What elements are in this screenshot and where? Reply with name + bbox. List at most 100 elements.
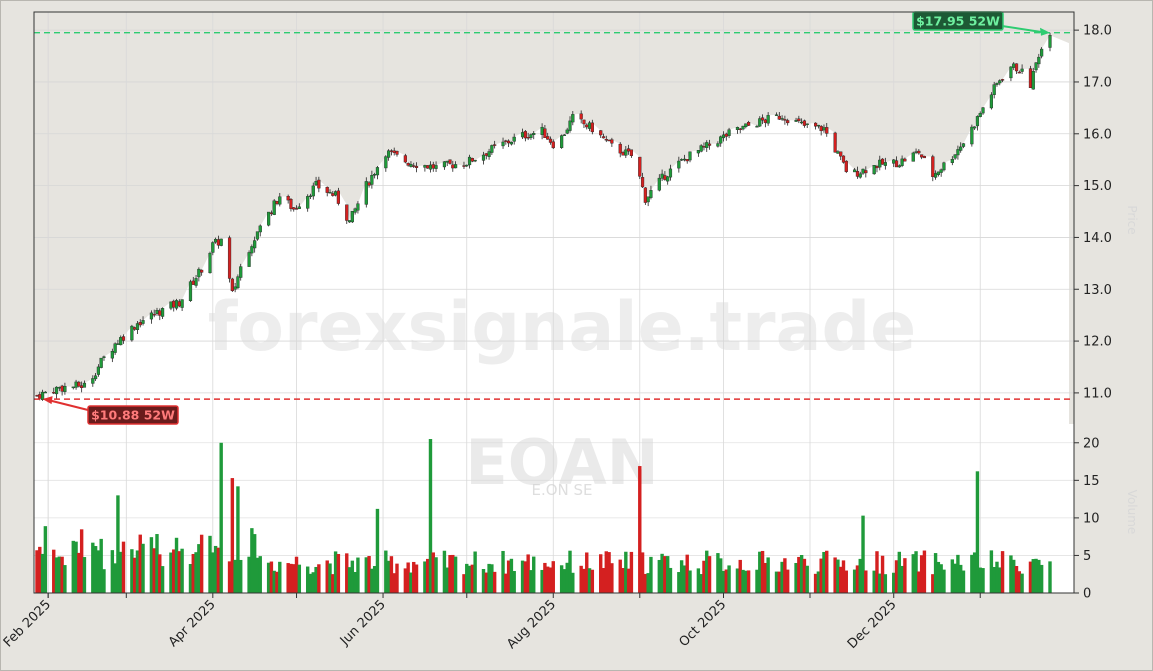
volume-bar xyxy=(961,570,966,593)
candle-body xyxy=(677,160,681,169)
volume-bar xyxy=(141,543,145,593)
candle-body xyxy=(523,131,527,139)
candle-body xyxy=(738,128,742,130)
price-axis-title: Price xyxy=(1125,205,1139,234)
volume-bar xyxy=(372,566,377,593)
volume-axis-title: Volume xyxy=(1125,490,1139,535)
candle-body xyxy=(345,204,349,221)
candle-body xyxy=(356,203,360,211)
candle-body xyxy=(272,200,276,215)
low-52w-arrowhead xyxy=(42,396,53,405)
candle-body xyxy=(325,187,329,193)
volume-bar xyxy=(501,550,505,593)
candle-body xyxy=(864,170,868,174)
candle-body xyxy=(512,136,516,142)
volume-bar xyxy=(981,568,985,593)
volume-bar xyxy=(93,546,98,593)
volume-bar xyxy=(409,572,413,593)
volume-bar xyxy=(116,495,120,593)
volume-bar xyxy=(43,526,48,593)
volume-bar xyxy=(250,528,254,593)
candle-body xyxy=(624,149,628,156)
candle-body xyxy=(406,163,410,166)
volume-bar xyxy=(1000,551,1005,593)
candle-body xyxy=(774,114,779,116)
volume-bar xyxy=(540,569,544,593)
volume-bar xyxy=(434,557,438,593)
candle-body xyxy=(60,385,64,392)
volume-bar xyxy=(657,559,662,593)
volume-bar xyxy=(755,569,759,593)
price-tick-label: 17.0 xyxy=(1083,75,1112,90)
candle-body xyxy=(91,378,95,384)
volume-bar xyxy=(367,555,371,593)
candle-body xyxy=(601,136,606,139)
volume-bar xyxy=(760,550,765,593)
volume-bar xyxy=(406,562,410,593)
volume-bar xyxy=(353,571,357,593)
candle-body xyxy=(52,391,56,394)
candle-body xyxy=(40,391,45,400)
volume-bar xyxy=(825,550,829,593)
volume-bar xyxy=(529,570,533,593)
volume-bar xyxy=(325,560,329,593)
candle-body xyxy=(197,268,201,278)
candle-body xyxy=(1009,66,1013,79)
volume-bar xyxy=(562,569,567,593)
candle-body xyxy=(741,125,745,130)
volume-bar xyxy=(975,471,980,593)
volume-bar xyxy=(79,529,84,593)
volume-bar xyxy=(230,478,235,593)
volume-bar xyxy=(481,569,486,593)
candle-body xyxy=(395,150,399,155)
volume-bar xyxy=(900,565,904,593)
candle-body xyxy=(719,136,723,144)
candle-body xyxy=(540,126,544,135)
candle-body xyxy=(250,246,254,254)
volume-bar xyxy=(805,565,809,593)
candle-body xyxy=(579,113,583,120)
volume-bar xyxy=(841,560,846,593)
candle-body xyxy=(188,281,193,302)
candle-body xyxy=(813,122,818,127)
candle-body xyxy=(618,143,622,154)
candle-body xyxy=(777,115,781,120)
candle-body xyxy=(699,145,703,152)
volume-bar xyxy=(60,556,64,593)
candle-body xyxy=(135,323,140,331)
volume-bar xyxy=(425,558,430,593)
candle-body xyxy=(275,201,279,204)
volume-bar xyxy=(345,553,349,593)
volume-bar xyxy=(822,551,826,593)
candle-body xyxy=(920,154,924,158)
volume-bar xyxy=(746,570,751,593)
volume-bar xyxy=(858,558,862,593)
candle-body xyxy=(666,176,670,182)
candle-body xyxy=(490,145,494,153)
candle-body xyxy=(119,337,123,346)
volume-bar xyxy=(551,561,555,593)
candle-body xyxy=(931,156,935,178)
candle-body xyxy=(133,327,137,330)
candle-body xyxy=(872,165,876,175)
candle-body xyxy=(286,196,290,201)
candle-body xyxy=(546,136,550,140)
volume-bar xyxy=(763,562,768,593)
candle-body xyxy=(110,351,114,359)
candle-body xyxy=(121,336,126,341)
candle-body xyxy=(493,144,497,146)
candle-body xyxy=(350,210,354,223)
volume-bar xyxy=(668,567,673,593)
candle-body xyxy=(43,391,47,394)
volume-bar xyxy=(894,560,899,593)
candle-body xyxy=(317,179,321,189)
candle-body xyxy=(504,140,508,142)
candle-body xyxy=(995,82,999,85)
volume-bar xyxy=(292,564,296,593)
volume-bar xyxy=(467,565,472,593)
candle-body xyxy=(169,301,173,309)
candle-body xyxy=(412,165,416,167)
candle-body xyxy=(875,166,879,169)
candle-body xyxy=(833,132,837,153)
